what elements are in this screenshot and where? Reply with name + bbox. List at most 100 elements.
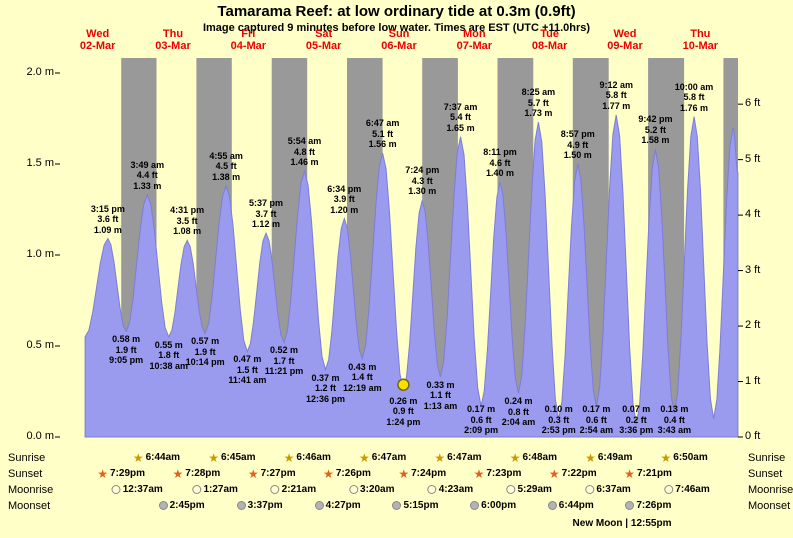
moonrise-moon-icon bbox=[585, 485, 595, 494]
day-label: Sat 05-Mar bbox=[305, 28, 342, 52]
astro-entry-moonset: 2:45pm bbox=[158, 499, 205, 512]
day-label: Tue 08-Mar bbox=[531, 28, 568, 52]
tide-annotation: 0.13 m 0.4 ft 3:43 am bbox=[657, 404, 692, 435]
tide-annotation: 0.58 m 1.9 ft 9:05 pm bbox=[109, 334, 144, 366]
moonset-moon-icon bbox=[392, 501, 402, 510]
astro-entry-moonset: 4:27pm bbox=[314, 499, 361, 512]
astro-entry-sunrise: ★ 6:45am bbox=[208, 451, 255, 464]
astro-entry-sunrise: ★ 6:47am bbox=[359, 451, 406, 464]
astro-entry-moonrise: 12:37am bbox=[111, 483, 163, 496]
tide-annotation: 3:49 am 4.4 ft 1.33 m bbox=[130, 159, 165, 191]
day-label: Mon 07-Mar bbox=[456, 28, 493, 52]
sunrise-star-icon: ★ bbox=[283, 450, 295, 465]
astro-time: 7:46am bbox=[675, 484, 710, 495]
y-axis-label-left: 2.0 m bbox=[26, 66, 54, 78]
astro-time: 7:22pm bbox=[561, 468, 597, 479]
astro-entry-sunset: ★ 7:29pm bbox=[97, 467, 145, 480]
moonset-moon-icon bbox=[158, 501, 168, 510]
astro-entry-moonrise: 4:23am bbox=[427, 483, 474, 496]
astro-entry-moonrise: 5:29am bbox=[506, 483, 552, 496]
astro-time: 12:37am bbox=[122, 484, 163, 495]
tide-annotation: 0.26 m 0.9 ft 1:24 pm bbox=[386, 395, 421, 427]
moonrise-moon-icon bbox=[506, 485, 516, 494]
tide-annotation: 0.33 m 1.1 ft 1:13 am bbox=[423, 379, 458, 411]
tide-annotation: 0.52 m 1.7 ft 11:21 pm bbox=[264, 345, 304, 377]
sunrise-star-icon: ★ bbox=[585, 450, 596, 465]
current-tide-marker bbox=[397, 378, 410, 391]
day-label: Sun 06-Mar bbox=[381, 28, 417, 52]
astro-entry-sunset: ★ 7:21pm bbox=[624, 467, 672, 480]
moonset-moon-icon bbox=[470, 501, 480, 510]
y-axis-label-left: 1.5 m bbox=[26, 157, 54, 169]
moonrise-moon-icon bbox=[349, 485, 359, 494]
page-subtitle: Image captured 9 minutes before low wate… bbox=[202, 22, 591, 34]
astro-entry-sunset: ★ 7:22pm bbox=[549, 467, 597, 480]
moonrise-moon-icon bbox=[270, 485, 280, 494]
tide-annotation: 0.57 m 1.9 ft 10:14 pm bbox=[185, 336, 225, 368]
astro-entry-moonrise: 6:37am bbox=[585, 483, 631, 496]
astro-entry-sunset: ★ 7:26pm bbox=[323, 467, 371, 480]
astro-row-label-right-moonset: Moonset bbox=[748, 500, 791, 512]
moonset-moon-icon bbox=[547, 501, 557, 510]
astro-time: 2:21am bbox=[281, 484, 317, 495]
moonset-moon-icon bbox=[625, 501, 635, 510]
sunset-star-icon: ★ bbox=[323, 466, 334, 481]
astro-time: 5:15pm bbox=[403, 500, 439, 511]
astro-row-label-left-sunset: Sunset bbox=[8, 468, 43, 480]
astro-entry-moonrise: 7:46am bbox=[664, 483, 710, 496]
astro-time: 7:29pm bbox=[110, 468, 146, 479]
astro-entry-sunrise: ★ 6:47am bbox=[434, 451, 481, 464]
y-axis-label-right: 1 ft bbox=[745, 374, 761, 387]
astro-entry-moonrise: 2:21am bbox=[270, 483, 317, 496]
sunset-star-icon: ★ bbox=[473, 466, 485, 481]
astro-row-label-left-moonrise: Moonrise bbox=[8, 484, 54, 496]
y-axis-label-right: 3 ft bbox=[745, 263, 761, 276]
astro-entry-moonrise: 1:27am bbox=[192, 483, 238, 496]
astro-time: 6:50am bbox=[673, 452, 708, 463]
astro-entry-sunset: ★ 7:27pm bbox=[248, 467, 296, 480]
astro-time: 7:26pm bbox=[636, 500, 672, 511]
day-label: Wed 09-Mar bbox=[607, 28, 643, 52]
astro-time: 7:23pm bbox=[486, 468, 522, 479]
tide-annotation: 8:25 am 5.7 ft 1.73 m bbox=[521, 87, 556, 119]
tide-annotation: 0.07 m 0.2 ft 3:36 pm bbox=[619, 404, 654, 435]
astro-time: 2:45pm bbox=[169, 500, 205, 511]
astro-entry-moonset: 5:15pm bbox=[392, 499, 438, 512]
moonrise-moon-icon bbox=[111, 485, 121, 494]
astro-entry-moonset: 6:44pm bbox=[547, 499, 594, 512]
sunset-star-icon: ★ bbox=[172, 466, 184, 481]
astro-time: 1:27am bbox=[203, 484, 238, 495]
astro-entry-moonset: 7:26pm bbox=[625, 499, 671, 512]
y-axis-label-left: 0.0 m bbox=[26, 430, 54, 442]
page-title: Tamarama Reef: at low ordinary tide at 0… bbox=[217, 3, 576, 20]
sunrise-star-icon: ★ bbox=[132, 450, 144, 465]
tide-annotation: 0.43 m 1.4 ft 12:19 am bbox=[343, 361, 382, 393]
day-label: Thu 10-Mar bbox=[682, 28, 719, 52]
tide-annotation: 4:31 pm 3.5 ft 1.08 m bbox=[170, 205, 205, 237]
astro-row-label-right-moonrise: Moonrise bbox=[748, 484, 793, 496]
astro-entry-sunset: ★ 7:28pm bbox=[173, 467, 221, 480]
astro-time: 7:28pm bbox=[185, 468, 221, 479]
sunset-star-icon: ★ bbox=[97, 466, 109, 481]
sunrise-star-icon: ★ bbox=[434, 450, 446, 465]
moonrise-moon-icon bbox=[192, 485, 202, 494]
astro-time: 4:27pm bbox=[325, 500, 361, 511]
astro-row-label-right-sunrise: Sunrise bbox=[748, 452, 786, 464]
tide-annotation: 5:37 pm 3.7 ft 1.12 m bbox=[248, 198, 283, 230]
astro-time: 7:26pm bbox=[335, 468, 371, 479]
tide-annotation: 3:15 pm 3.6 ft 1.09 m bbox=[90, 203, 125, 235]
day-label: Thu 03-Mar bbox=[155, 28, 191, 52]
tide-annotation: 0.37 m 1.2 ft 12:36 pm bbox=[306, 372, 346, 404]
astro-time: 6:44am bbox=[145, 452, 181, 463]
tide-annotation: 0.10 m 0.3 ft 2:53 pm bbox=[541, 404, 576, 435]
astro-time: 6:47am bbox=[371, 452, 407, 463]
astro-time: 6:45am bbox=[220, 452, 256, 463]
astro-entry-moonset: 6:00pm bbox=[470, 499, 516, 512]
astro-time: 4:23am bbox=[438, 484, 474, 495]
astro-time: 6:49am bbox=[597, 452, 633, 463]
tide-annotation: 5:54 am 4.8 ft 1.46 m bbox=[287, 136, 322, 168]
sunrise-star-icon: ★ bbox=[660, 450, 672, 465]
astro-row-label-left-sunrise: Sunrise bbox=[8, 452, 46, 464]
sunset-star-icon: ★ bbox=[624, 466, 635, 481]
